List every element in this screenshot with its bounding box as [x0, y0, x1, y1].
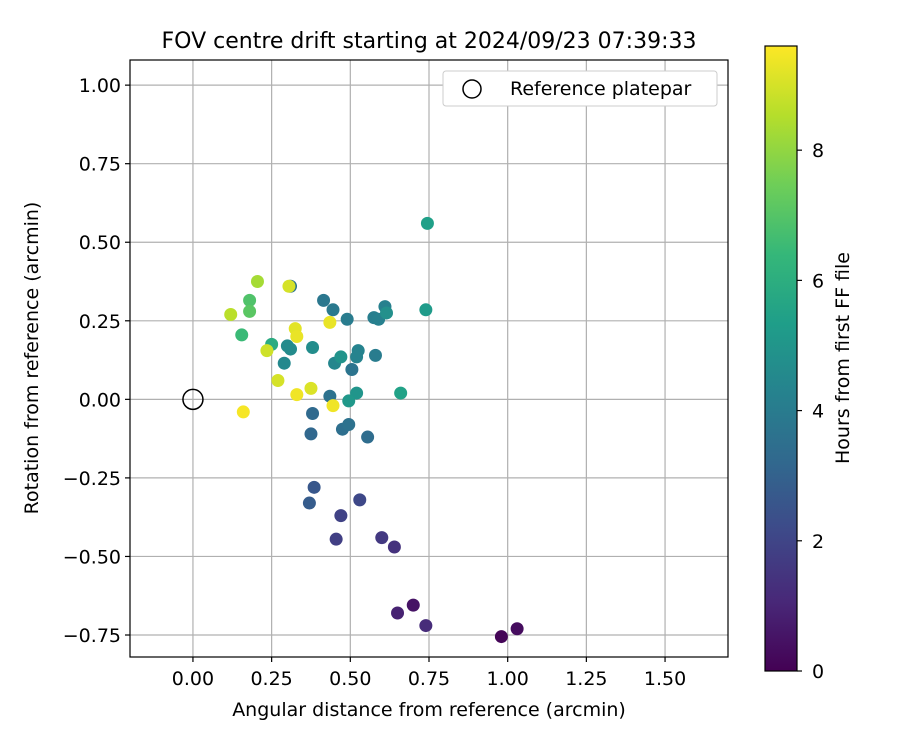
- data-point: [282, 279, 296, 293]
- x-tick-label: 0.00: [172, 668, 214, 690]
- y-tick-label: 0.50: [79, 232, 121, 254]
- grid-lines: [130, 60, 728, 657]
- data-point: [307, 480, 321, 494]
- data-point: [391, 606, 405, 620]
- data-point: [419, 619, 433, 633]
- data-point: [353, 493, 367, 507]
- y-tick-label: 0.00: [79, 389, 121, 411]
- plot-frame: [129, 59, 729, 658]
- x-tick-label: 0.75: [408, 668, 450, 690]
- data-point: [290, 388, 304, 402]
- legend-box: [442, 70, 718, 107]
- x-tick-label: 1.50: [644, 668, 686, 690]
- x-tick-label: 1.25: [565, 668, 607, 690]
- data-point: [329, 532, 343, 546]
- data-point: [375, 531, 389, 545]
- y-tick-label: 0.25: [79, 311, 121, 333]
- data-point: [323, 315, 337, 329]
- legend-reference-marker: [462, 79, 482, 99]
- data-point: [510, 622, 524, 636]
- data-point: [326, 303, 340, 317]
- reference-platepar-marker: [182, 388, 204, 411]
- data-point: [345, 362, 359, 376]
- data-point: [277, 356, 291, 370]
- data-point: [351, 344, 365, 358]
- data-point: [380, 306, 394, 320]
- data-point: [387, 540, 401, 554]
- legend-entry-reference: Reference platepar: [510, 78, 692, 100]
- data-point: [406, 598, 420, 612]
- data-point: [419, 303, 433, 317]
- x-tick-label: 1.00: [487, 668, 529, 690]
- data-point: [243, 293, 257, 307]
- data-point: [260, 344, 274, 358]
- data-point: [271, 373, 285, 387]
- data-point: [340, 312, 354, 326]
- data-point: [420, 216, 434, 230]
- data-point: [290, 330, 304, 344]
- colorbar-tick-label: 4: [812, 401, 824, 423]
- data-point: [304, 381, 318, 395]
- data-point: [368, 348, 382, 362]
- colorbar-tick-label: 2: [812, 531, 824, 553]
- y-tick-label: 1.00: [79, 75, 121, 97]
- chart-title: FOV centre drift starting at 2024/09/23 …: [162, 29, 697, 54]
- data-point: [224, 308, 238, 322]
- y-tick-label: −0.50: [63, 546, 121, 568]
- x-tick-label: 0.50: [329, 668, 371, 690]
- axes: 0.00 0.25 0.50 0.75 1.00 1.25 1.50 −0.75 −0.50 −0…: [63, 75, 686, 690]
- data-point: [243, 304, 257, 318]
- data-point: [394, 386, 408, 400]
- colorbar-gradient: [764, 45, 798, 672]
- y-tick-label: −0.25: [63, 468, 121, 490]
- data-point: [350, 386, 364, 400]
- data-point: [284, 342, 298, 356]
- data-point: [342, 417, 356, 431]
- data-point: [250, 275, 264, 289]
- colorbar-tick-label: 6: [812, 270, 824, 292]
- data-point: [342, 394, 356, 408]
- data-point: [306, 406, 320, 420]
- colorbar: 0 2 4 6 8: [764, 45, 824, 683]
- y-tick-label: −0.75: [63, 625, 121, 647]
- colorbar-tick-label: 8: [812, 140, 824, 162]
- x-axis-label: Angular distance from reference (arcmin): [232, 699, 626, 721]
- data-point: [236, 405, 250, 419]
- data-point: [317, 293, 331, 307]
- data-point: [334, 509, 348, 523]
- data-points: [182, 216, 524, 644]
- data-point: [494, 630, 508, 644]
- colorbar-label: Hours from first FF file: [832, 252, 854, 464]
- colorbar-tick-label: 0: [812, 661, 824, 683]
- x-tick-label: 0.25: [250, 668, 292, 690]
- data-point: [306, 341, 320, 355]
- data-point: [235, 328, 249, 342]
- data-point: [304, 427, 318, 441]
- data-point: [326, 399, 340, 413]
- legend: Reference platepar: [442, 70, 718, 107]
- y-tick-label: 0.75: [79, 154, 121, 176]
- data-point: [361, 430, 375, 444]
- data-point: [302, 496, 316, 510]
- data-point: [334, 350, 348, 364]
- y-axis-label: Rotation from reference (arcmin): [21, 202, 43, 515]
